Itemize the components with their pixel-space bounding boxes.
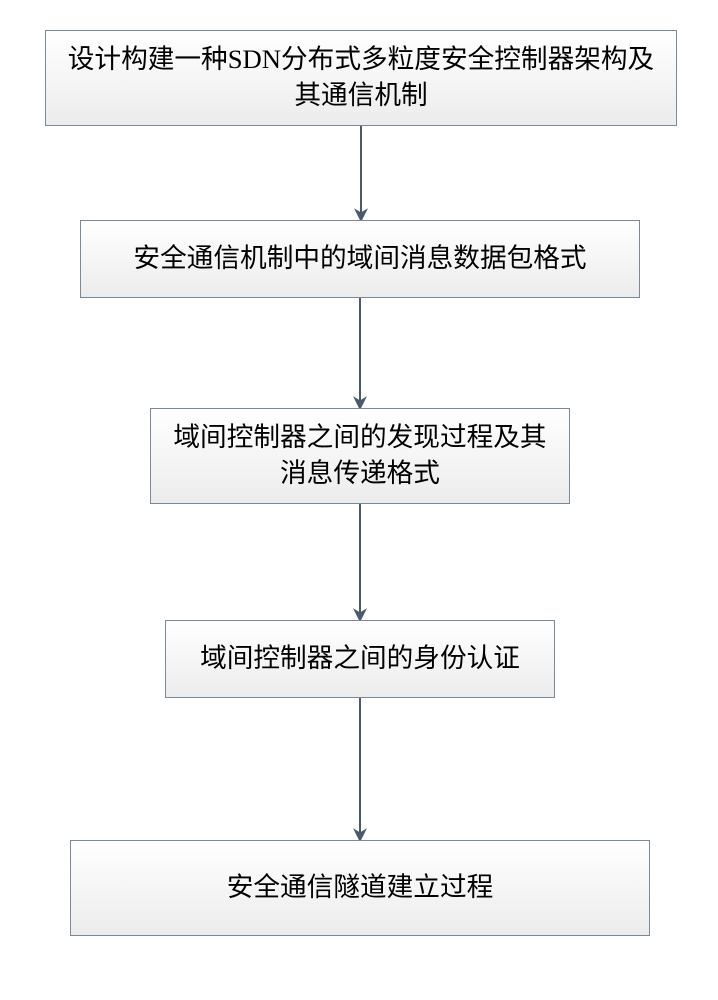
flow-node-4: 域间控制器之间的身份认证 bbox=[165, 620, 555, 698]
flow-node-1-label: 设计构建一种SDN分布式多粒度安全控制器架构及其通信机制 bbox=[56, 42, 666, 114]
flow-node-2-label: 安全通信机制中的域间消息数据包格式 bbox=[133, 241, 586, 277]
flow-node-3-label: 域间控制器之间的发现过程及其消息传递格式 bbox=[161, 420, 559, 492]
flow-node-5-label: 安全通信隧道建立过程 bbox=[227, 870, 494, 906]
flow-node-3: 域间控制器之间的发现过程及其消息传递格式 bbox=[150, 408, 570, 504]
flow-node-1: 设计构建一种SDN分布式多粒度安全控制器架构及其通信机制 bbox=[45, 30, 677, 126]
flow-node-2: 安全通信机制中的域间消息数据包格式 bbox=[80, 220, 640, 298]
flow-node-4-label: 域间控制器之间的身份认证 bbox=[200, 641, 520, 677]
flow-node-5: 安全通信隧道建立过程 bbox=[70, 840, 650, 936]
flowchart-canvas: 设计构建一种SDN分布式多粒度安全控制器架构及其通信机制 安全通信机制中的域间消… bbox=[0, 0, 718, 1000]
